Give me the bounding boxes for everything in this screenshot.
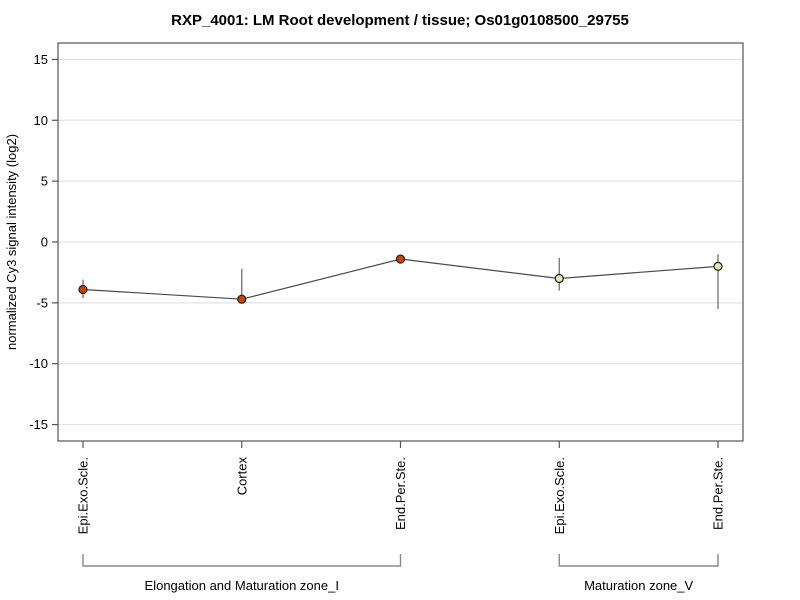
y-tick-label: -15 — [29, 417, 48, 432]
y-tick-label: -10 — [29, 356, 48, 371]
y-tick-label: 5 — [41, 174, 48, 189]
x-tick-label: End.Per.Ste. — [393, 457, 408, 530]
y-tick-label: 10 — [34, 113, 48, 128]
y-axis-label: normalized Cy3 signal intensity (log2) — [4, 134, 19, 350]
x-tick-label: Epi.Exo.Scle. — [552, 457, 567, 534]
group-bracket — [558, 554, 719, 567]
x-tick-label: Cortex — [234, 457, 249, 496]
x-tick-label: Epi.Exo.Scle. — [76, 457, 91, 534]
y-tick-label: -5 — [36, 295, 48, 310]
data-point — [237, 294, 247, 304]
group-bracket — [82, 554, 402, 567]
data-point — [395, 254, 406, 264]
y-tick-label: 0 — [41, 235, 48, 250]
group-label: Maturation zone_V — [584, 578, 693, 593]
chart-title: RXP_4001: LM Root development / tissue; … — [171, 12, 629, 29]
group-label: Elongation and Maturation zone_I — [145, 578, 339, 593]
data-point — [78, 284, 88, 295]
data-point — [713, 261, 723, 271]
y-tick-label: 15 — [34, 52, 48, 67]
x-tick-label: End.Per.Ste. — [711, 457, 726, 530]
data-point — [554, 273, 564, 284]
plot-frame — [57, 42, 744, 442]
